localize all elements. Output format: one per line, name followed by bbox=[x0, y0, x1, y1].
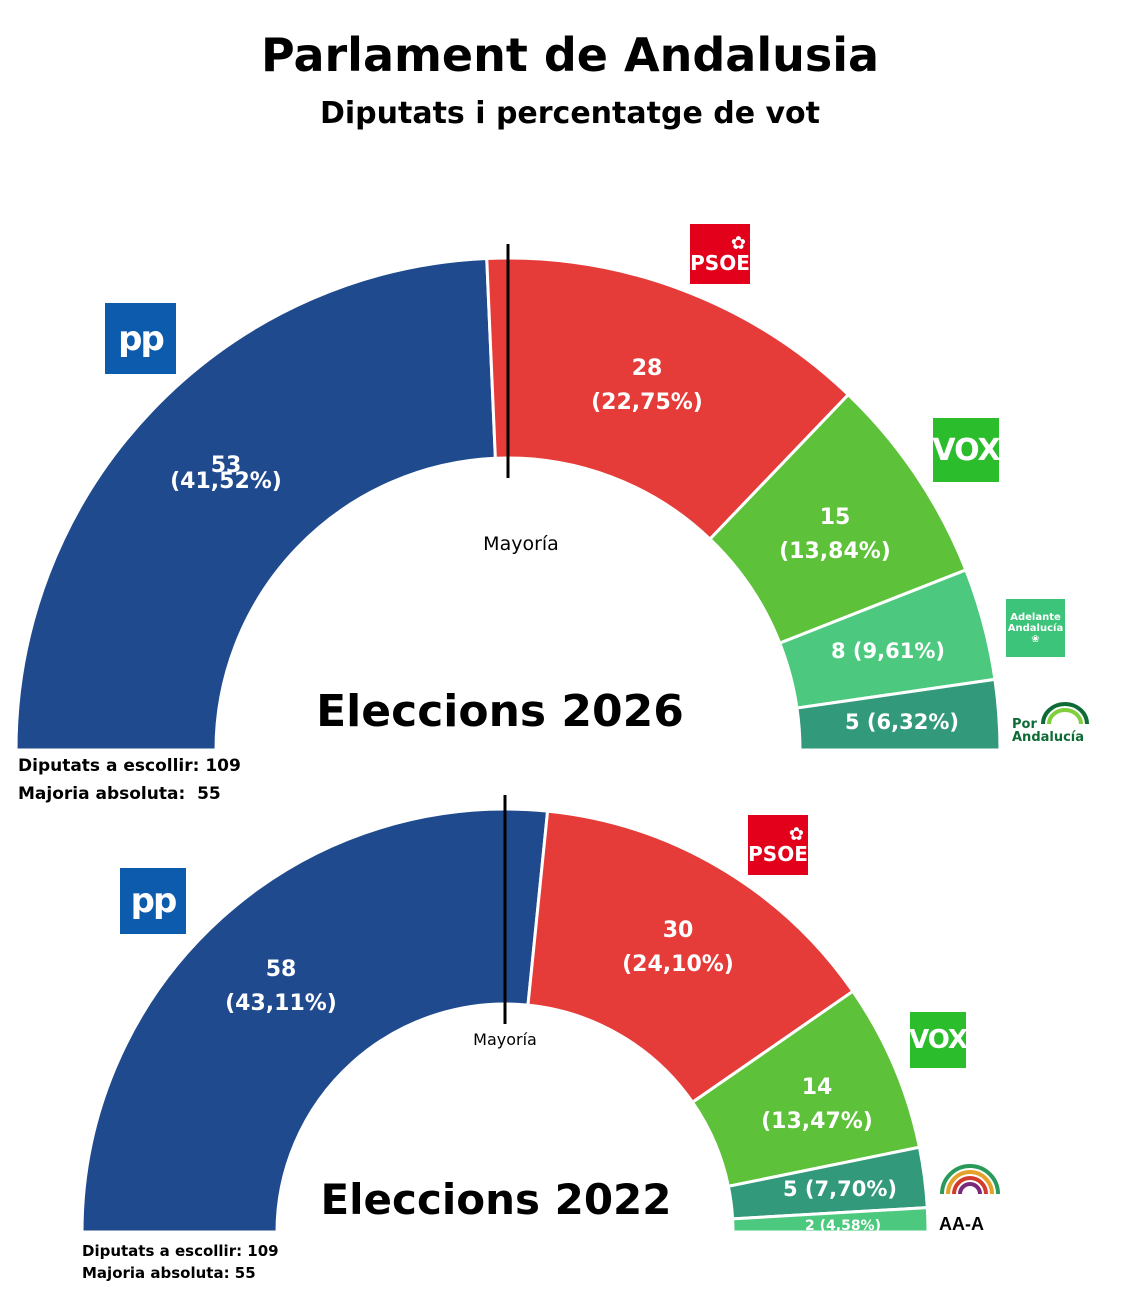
rose-icon: ✿ bbox=[730, 233, 746, 254]
adelante-logo-line1: Adelante bbox=[1010, 611, 1061, 623]
data-label-seats: 8 (9,61%) bbox=[831, 639, 945, 663]
seat-slice-por-andaluc-a-2026 bbox=[795, 677, 1002, 752]
vox-logo-2022: VOX bbox=[909, 1012, 968, 1068]
por-logo-line1: Por bbox=[1012, 717, 1037, 732]
data-label-seats: 28 bbox=[632, 356, 663, 381]
data-label-seats: 2 (4,58%) bbox=[805, 1218, 881, 1234]
adelante-logo-line2: Andalucía bbox=[1007, 622, 1064, 634]
notes-2022: Diputats a escollir: 109 Majoria absolut… bbox=[82, 1240, 279, 1284]
por-andalucia-rainbow-icon-2022 bbox=[940, 1164, 1000, 1195]
election-title: Eleccions 2026 bbox=[316, 686, 684, 737]
absolute-majority-2026: Majoria absoluta: 55 bbox=[18, 784, 221, 804]
vox-logo-2026: VOX bbox=[932, 418, 1001, 482]
psoe-logo-text: PSOE bbox=[690, 251, 750, 275]
pp-logo-text: pp bbox=[118, 318, 165, 359]
data-label-percent: (13,84%) bbox=[779, 539, 891, 564]
aa-logo-label: AA-A bbox=[939, 1214, 984, 1234]
seat-slice-aa-a-2022 bbox=[731, 1206, 930, 1234]
psoe-logo-text: PSOE bbox=[748, 842, 808, 866]
seat-slice-psoe-2022 bbox=[526, 809, 855, 1105]
chart-subtitle: Diputats i percentatge de vot bbox=[319, 96, 821, 131]
data-label-percent: (43,11%) bbox=[225, 991, 337, 1016]
adelante-logo: Adelante Andalucía ❀ bbox=[1006, 599, 1065, 657]
rainbow-icon bbox=[1041, 702, 1089, 724]
data-label-seats: 58 bbox=[266, 957, 297, 982]
psoe-logo-2022: ✿ PSOE bbox=[748, 815, 808, 875]
absolute-majority-2022: Majoria absoluta: 55 bbox=[82, 1264, 256, 1282]
seat-slice-psoe-2026 bbox=[485, 256, 851, 542]
data-label-seats: 5 (6,32%) bbox=[845, 710, 959, 734]
chart-title: Parlament de Andalusia bbox=[260, 28, 880, 82]
notes-2026: Diputats a escollir: 109 Majoria absolut… bbox=[18, 752, 241, 808]
data-label-percent: (24,10%) bbox=[622, 952, 734, 977]
data-label-seats: 53 bbox=[211, 453, 242, 478]
seat-slice-pp-2022 bbox=[80, 807, 550, 1234]
election-title: Eleccions 2022 bbox=[320, 1175, 671, 1224]
seats-to-elect-2026: Diputats a escollir: 109 bbox=[18, 756, 241, 776]
pp-logo-text: pp bbox=[130, 881, 178, 921]
leaf-icon: ❀ bbox=[1031, 633, 1040, 645]
data-label-percent: (13,47%) bbox=[761, 1109, 873, 1134]
por-logo-line2: Andalucía bbox=[1012, 730, 1085, 745]
data-label-percent: (22,75%) bbox=[591, 390, 703, 415]
majority-label: Mayoría bbox=[473, 1030, 537, 1049]
seat-slice-pp-2026 bbox=[14, 256, 497, 752]
pp-logo-2022: pp bbox=[120, 868, 186, 934]
data-label-seats: 30 bbox=[663, 918, 694, 943]
data-label-seats: 15 bbox=[820, 505, 851, 530]
vox-logo-text: VOX bbox=[932, 432, 1000, 468]
data-label-seats: 5 (7,70%) bbox=[783, 1177, 897, 1201]
rose-icon: ✿ bbox=[788, 824, 804, 845]
psoe-logo-2026: ✿ PSOE bbox=[690, 224, 750, 284]
data-label-seats: 14 bbox=[802, 1075, 833, 1100]
majority-label: Mayoría bbox=[483, 533, 559, 555]
por-andalucia-logo-2026: Por Andalucía bbox=[1012, 702, 1092, 746]
data-label-percent: (41,52%) bbox=[170, 469, 282, 494]
pp-logo-2026: pp bbox=[105, 303, 176, 374]
seats-to-elect-2022: Diputats a escollir: 109 bbox=[82, 1242, 279, 1260]
vox-logo-text: VOX bbox=[909, 1025, 968, 1055]
